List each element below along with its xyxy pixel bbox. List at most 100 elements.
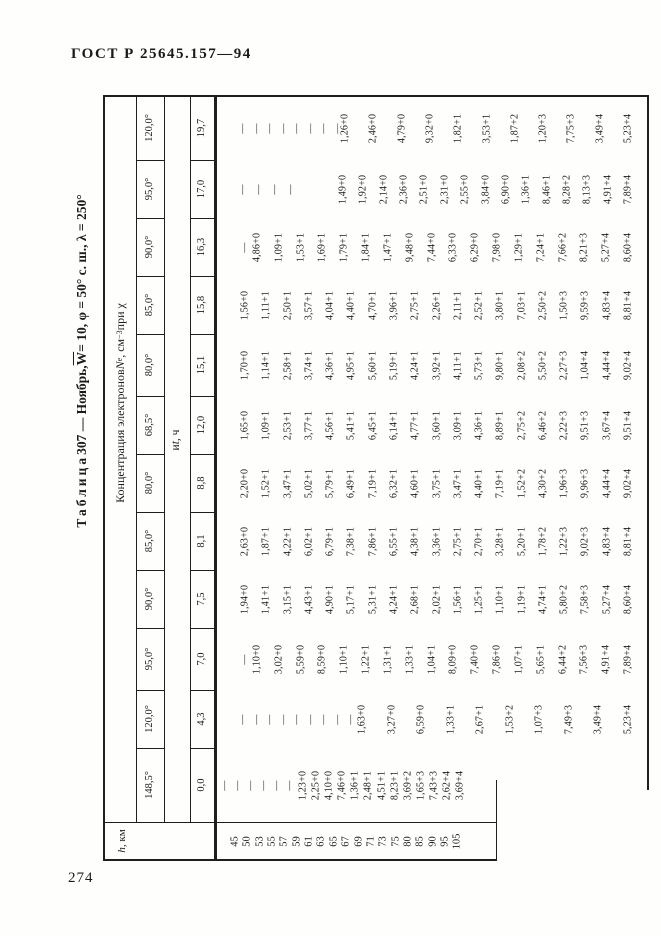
t-row-separator	[190, 454, 216, 455]
data-cell: 7,38+1	[345, 526, 357, 556]
data-cell-empty: —	[237, 713, 248, 725]
t-row-separator	[190, 160, 216, 161]
chi-row-separator	[136, 512, 164, 513]
data-cell: 3,77+1	[302, 410, 314, 440]
data-cell: 3,49+4	[593, 113, 605, 143]
data-cell: 1,96+3	[558, 468, 570, 498]
data-cell: 4,74+1	[536, 584, 548, 614]
data-cell: 2,67+1	[474, 704, 486, 734]
data-cell: 4,43+1	[302, 584, 314, 614]
data-cell: 6,49+1	[345, 468, 357, 498]
data-cell: 2,02+1	[430, 584, 442, 614]
data-cell: 1,26+0	[339, 113, 350, 143]
data-cell: 2,62+4	[440, 770, 452, 800]
table-border-right	[647, 95, 649, 790]
data-cell: 7,24+1	[534, 232, 546, 262]
data-cell: 6,02+1	[302, 526, 314, 556]
h-label: 69	[353, 835, 365, 847]
data-cell: 4,83+4	[600, 290, 612, 320]
chi-row-separator	[136, 334, 164, 335]
t-row-separator	[190, 748, 216, 749]
data-cell: 9,59+3	[579, 290, 591, 320]
rule-after-span-header	[136, 95, 137, 822]
data-cell: 9,02+3	[579, 526, 591, 556]
h-label: 85	[415, 835, 426, 847]
h-label: 105	[452, 833, 464, 849]
data-cell: 1,63+0	[356, 704, 367, 734]
data-cell: 1,31+1	[381, 644, 393, 674]
data-cell: 7,89+4	[622, 174, 633, 204]
h-label: 95	[439, 835, 451, 847]
data-cell: 1,82+1	[452, 113, 464, 143]
data-cell-empty: —	[318, 122, 329, 134]
data-cell: 1,52+2	[515, 468, 527, 498]
data-cell: 1,94+0	[239, 584, 250, 614]
data-cell: 6,90+0	[499, 174, 511, 204]
chi-row-separator	[136, 454, 164, 455]
data-cell: 2,08+2	[515, 350, 527, 380]
data-cell: 2,55+0	[459, 174, 471, 204]
data-cell: 1,56+0	[239, 290, 250, 320]
data-cell: 2,36+0	[398, 174, 410, 204]
data-cell: 6,45+1	[366, 410, 378, 440]
data-cell: 2,27+3	[558, 350, 570, 380]
data-cell: 5,73+1	[473, 350, 485, 380]
data-cell: 4,36+1	[473, 410, 485, 440]
data-cell: 1,29+1	[512, 232, 524, 262]
data-cell: 1,92+0	[357, 174, 369, 204]
data-cell: 9,02+4	[622, 350, 633, 380]
data-cell: 7,75+3	[565, 113, 577, 143]
column-header-suffix: при χ	[113, 303, 127, 331]
t-row-separator	[190, 396, 216, 397]
data-cell: 7,86+0	[491, 644, 503, 674]
data-cell: 5,79+1	[324, 468, 336, 498]
data-cell: 3,27+0	[385, 704, 397, 734]
data-cell: 5,23+4	[622, 704, 633, 734]
data-cell: 9,32+0	[423, 113, 435, 143]
data-cell: 6,55+1	[387, 526, 399, 556]
h-label: 90	[427, 835, 439, 847]
data-cell: 8,09+0	[447, 644, 459, 674]
chi-row-separator	[136, 160, 164, 161]
data-cell: 1,10+1	[338, 644, 350, 674]
data-cell: 3,67+4	[600, 410, 612, 440]
data-cell: 2,53+1	[281, 410, 293, 440]
data-cell: 4,83+4	[600, 526, 612, 556]
t-row-separator	[190, 690, 216, 691]
data-cell: 4,44+4	[600, 468, 612, 498]
data-cell: 4,36+1	[324, 350, 336, 380]
data-cell: 5,31+1	[366, 584, 378, 614]
data-cell: 6,59+0	[415, 704, 427, 734]
table-title-suffix: = 10, φ = 50° с. ш., λ = 250°	[74, 194, 90, 352]
data-cell: 7,98+0	[491, 232, 503, 262]
data-cell: 4,44+4	[600, 350, 612, 380]
data-cell: 2,22+3	[558, 410, 570, 440]
data-cell: 1,65+0	[239, 410, 250, 440]
sub-header-suffix: , ч	[170, 429, 183, 442]
data-cell: 5,17+1	[345, 584, 357, 614]
data-cell: 4,79+0	[395, 113, 407, 143]
data-cell: 1,33+1	[444, 704, 456, 734]
t-row-separator	[190, 570, 216, 571]
data-cell: 9,02+4	[622, 468, 633, 498]
data-cell: 2,58+1	[281, 350, 293, 380]
data-cell: 3,75+1	[430, 468, 442, 498]
table-border-step	[496, 780, 497, 861]
ne-symbol: N	[113, 361, 127, 370]
data-cell: 3,28+1	[494, 526, 506, 556]
t-row-separator	[190, 276, 216, 277]
data-cell-empty: —	[253, 183, 264, 195]
data-cell: 4,51+1	[375, 770, 387, 800]
data-cell: 5,41+1	[345, 410, 357, 440]
chi-row-separator	[136, 690, 164, 691]
table-border-bottom	[103, 859, 497, 861]
data-cell: 2,70+1	[473, 526, 485, 556]
data-cell: 4,91+4	[601, 174, 613, 204]
data-cell: 4,60+1	[409, 468, 421, 498]
data-cell: 4,90+1	[324, 584, 336, 614]
data-cell: 1,10+1	[494, 584, 506, 614]
rule-above-h-labels	[103, 822, 497, 823]
h-label: 63	[316, 835, 328, 847]
data-cell: 2,11+1	[451, 290, 463, 320]
